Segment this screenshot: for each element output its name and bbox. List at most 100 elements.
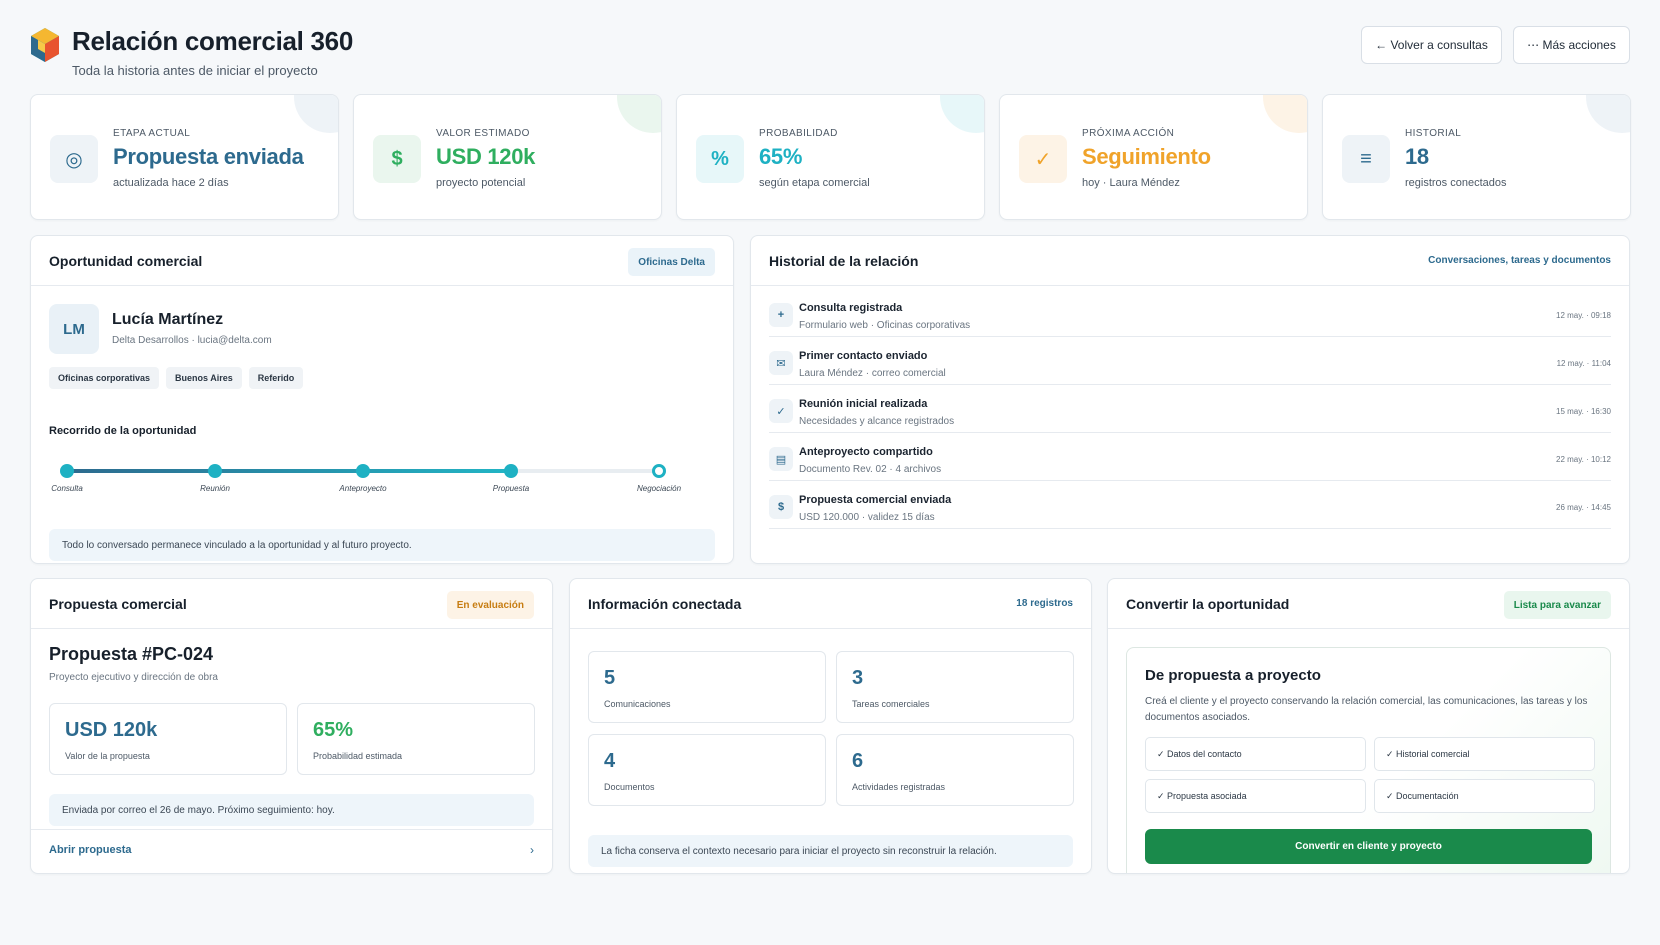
connected-info-box[interactable]: 5 Comunicaciones: [588, 651, 826, 723]
dollar-icon: $: [769, 495, 793, 519]
mail-icon: ✉: [769, 351, 793, 375]
kpi-label: PROBABILIDAD: [759, 128, 838, 139]
proposal-panel-title: Propuesta comercial: [49, 596, 187, 612]
conversion-checklist-item: ✓ Documentación: [1374, 779, 1595, 813]
kpi-card: ≡ HISTORIAL 18 registros conectados: [1322, 94, 1631, 220]
check-icon: ✓: [769, 399, 793, 423]
proposal-subtitle: Proyecto ejecutivo y dirección de obra: [49, 672, 218, 683]
kpi-card: ✓ PRÓXIMA ACCIÓN Seguimiento hoy · Laura Mé…: [999, 94, 1308, 220]
history-item[interactable]: $ Propuesta comercial enviada USD 120.000 …: [769, 481, 1611, 529]
open-proposal-link[interactable]: Abrir propuesta ›: [31, 829, 552, 871]
avatar: LM: [49, 304, 99, 354]
opportunity-panel-title: Oportunidad comercial: [49, 253, 203, 269]
proposal-stat-value: USD 120k: [65, 719, 158, 741]
history-item-timestamp: 15 may. · 16:30: [1556, 407, 1611, 416]
connected-info-box[interactable]: 4 Documentos: [588, 734, 826, 806]
connected-info-label: Documentos: [604, 782, 655, 792]
journey-step-label: Anteproyecto: [339, 484, 387, 493]
kpi-value: 18: [1405, 144, 1429, 169]
percent-icon: %: [696, 135, 744, 183]
kpi-value: Seguimiento: [1082, 144, 1211, 169]
list-icon: ≡: [1342, 135, 1390, 183]
contact-tag: Referido: [248, 367, 304, 389]
journey-step-dot[interactable]: [208, 464, 222, 478]
journey-title: Recorrido de la oportunidad: [49, 425, 197, 437]
kpi-decoration: [617, 95, 661, 133]
history-item-subtitle: USD 120.000 · validez 15 días: [799, 512, 935, 523]
contact-tag: Buenos Aires: [166, 367, 242, 389]
journey-step-dot[interactable]: [60, 464, 74, 478]
page-subtitle: Toda la historia antes de iniciar el pro…: [72, 63, 318, 78]
history-item[interactable]: + Consulta registrada Formulario web · Ofi…: [769, 289, 1611, 337]
check-icon: ✓: [1019, 135, 1067, 183]
kpi-decoration: [1586, 95, 1630, 133]
convert-panel-title: Convertir la oportunidad: [1126, 596, 1290, 612]
journey-step-dot[interactable]: [356, 464, 370, 478]
contact-tag: Oficinas corporativas: [49, 367, 160, 389]
kpi-value: Propuesta enviada: [113, 144, 304, 169]
kpi-label: VALOR ESTIMADO: [436, 128, 530, 139]
opportunity-panel-header: Oportunidad comercial Oficinas Delta: [31, 236, 733, 286]
proposal-panel-header: Propuesta comercial En evaluación: [31, 579, 552, 629]
convert-card-title: De propuesta a proyecto: [1145, 667, 1321, 684]
connected-info-count: 3: [852, 667, 864, 689]
history-item[interactable]: ▤ Anteproyecto compartido Documento Rev. 0…: [769, 433, 1611, 481]
proposal-note: Enviada por correo el 26 de mayo. Próxim…: [49, 794, 534, 826]
connected-info-title: Información conectada: [588, 596, 742, 612]
history-item-title: Primer contacto enviado: [799, 350, 928, 362]
history-item-subtitle: Laura Méndez · correo comercial: [799, 368, 946, 379]
connected-info-panel: Información conectada 18 registros 5 Comu…: [569, 578, 1092, 874]
convert-panel-header: Convertir la oportunidad Lista para avan…: [1108, 579, 1629, 629]
conversion-checklist-item: ✓ Datos del contacto: [1145, 737, 1366, 771]
history-item-timestamp: 22 may. · 10:12: [1556, 455, 1611, 464]
records-count-link[interactable]: 18 registros: [1016, 598, 1073, 609]
kpi-decoration: [294, 95, 338, 133]
connected-info-label: Tareas comerciales: [852, 699, 930, 709]
connected-info-count: 6: [852, 750, 864, 772]
proposal-stat-label: Probabilidad estimada: [313, 751, 403, 761]
journey-step-label: Consulta: [51, 484, 83, 493]
convert-to-client-project-button[interactable]: Convertir en cliente y proyecto: [1145, 829, 1592, 864]
connected-info-box[interactable]: 3 Tareas comerciales: [836, 651, 1074, 723]
kpi-decoration: [1263, 95, 1307, 133]
kpi-subtext: proyecto potencial: [436, 177, 526, 189]
back-to-inquiries-button[interactable]: ← Volver a consultas: [1361, 26, 1502, 64]
conversion-checklist-item: ✓ Propuesta asociada: [1145, 779, 1366, 813]
history-item-timestamp: 12 may. · 11:04: [1556, 359, 1611, 368]
proposal-stat-value: 65%: [313, 719, 354, 741]
contact-meta: Delta Desarrollos · lucia@delta.com: [112, 335, 272, 346]
journey-step-dot[interactable]: [504, 464, 518, 478]
journey-progress: [67, 469, 511, 473]
contact-name: Lucía Martínez: [112, 311, 224, 328]
convert-card: De propuesta a proyecto Creá el cliente …: [1126, 647, 1611, 873]
opportunity-note: Todo lo conversado permanece vinculado a…: [49, 529, 715, 561]
opportunity-badge: Oficinas Delta: [628, 248, 715, 276]
kpi-value: USD 120k: [436, 144, 536, 169]
history-item-title: Consulta registrada: [799, 302, 903, 314]
kpi-subtext: actualizada hace 2 días: [113, 177, 229, 189]
history-item[interactable]: ✉ Primer contacto enviado Laura Méndez · c…: [769, 337, 1611, 385]
history-link[interactable]: Conversaciones, tareas y documentos: [1428, 255, 1611, 266]
journey-step-label: Negociación: [636, 484, 682, 493]
journey-step-label: Propuesta: [492, 484, 530, 493]
open-proposal-label: Abrir propuesta: [49, 844, 132, 856]
history-panel-header: Historial de la relación Conversaciones,…: [751, 236, 1629, 286]
proposal-stat: 65% Probabilidad estimada: [297, 703, 535, 775]
kpi-decoration: [940, 95, 984, 133]
connected-info-note: La ficha conserva el contexto necesario …: [588, 835, 1073, 867]
history-item[interactable]: ✓ Reunión inicial realizada Necesidades y …: [769, 385, 1611, 433]
proposal-status-badge: En evaluación: [446, 591, 534, 619]
kpi-card: $ VALOR ESTIMADO USD 120k proyecto potencia…: [353, 94, 662, 220]
connected-info-count: 4: [604, 750, 616, 772]
kpi-label: PRÓXIMA ACCIÓN: [1082, 128, 1175, 139]
journey-step-dot[interactable]: [652, 464, 666, 478]
history-panel-title: Historial de la relación: [769, 253, 919, 269]
connected-info-box[interactable]: 6 Actividades registradas: [836, 734, 1074, 806]
kpi-subtext: registros conectados: [1405, 177, 1507, 189]
proposal-stat-label: Valor de la propuesta: [65, 751, 150, 761]
history-item-timestamp: 26 may. · 14:45: [1556, 503, 1611, 512]
history-item-subtitle: Formulario web · Oficinas corporativas: [799, 320, 971, 331]
more-actions-button[interactable]: ⋯ Más acciones: [1513, 26, 1630, 64]
connected-info-header: Información conectada 18 registros: [570, 579, 1091, 629]
history-panel: Historial de la relación Conversaciones,…: [750, 235, 1630, 564]
